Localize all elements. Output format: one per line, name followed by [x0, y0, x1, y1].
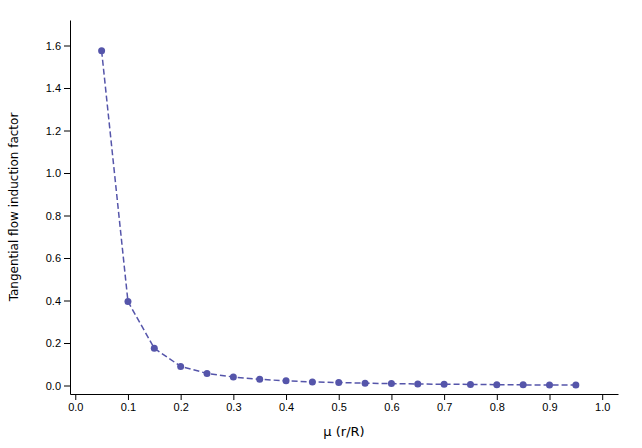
tick-label: 0.6	[384, 401, 399, 413]
tick-mark	[64, 301, 70, 302]
tick-label: 1.2	[46, 125, 61, 137]
point	[441, 381, 448, 388]
tick: 1.0	[595, 394, 610, 413]
tick-mark	[339, 394, 340, 400]
point	[546, 382, 553, 389]
y-axis-title: Tangential flow induction factor	[7, 113, 21, 303]
axis-line	[71, 394, 619, 395]
tick-label: 0.3	[226, 401, 241, 413]
tick-label: 0.5	[332, 401, 347, 413]
y-axis: 0.0 0.2 0.4 0.6 0.8 1.0 1.2 1.4 1.6	[46, 21, 71, 395]
tick-mark	[64, 343, 70, 344]
tick-label: 0.7	[437, 401, 452, 413]
tick-label: 1.4	[46, 82, 61, 94]
tick-mark	[64, 131, 70, 132]
tick-mark	[128, 394, 129, 400]
tick: 0.9	[542, 394, 557, 413]
tick: 0.0	[68, 394, 83, 413]
tick: 0.2	[174, 394, 189, 413]
tick-label: 1.6	[46, 40, 61, 52]
point	[493, 381, 500, 388]
tick: 0.6	[384, 394, 399, 413]
tick-label: 0.2	[174, 401, 189, 413]
point	[177, 363, 184, 370]
point	[520, 381, 527, 388]
chart: 0.00.10.20.30.40.50.60.70.80.91.00.00.20…	[0, 0, 642, 448]
tick: 0.6	[46, 252, 70, 264]
tick: 0.4	[46, 295, 70, 307]
tick-label: 0.0	[68, 401, 83, 413]
tick-label: 0.4	[279, 401, 294, 413]
tick-mark	[64, 88, 70, 89]
tick: 0.5	[332, 394, 347, 413]
point	[309, 378, 316, 385]
axis-line	[70, 21, 71, 395]
tick-mark	[181, 394, 182, 400]
tick: 0.0	[46, 380, 70, 392]
point	[256, 376, 263, 383]
tick-label: 0.0	[46, 380, 61, 392]
tick-mark	[550, 394, 551, 400]
tick: 1.6	[46, 40, 70, 52]
marks	[98, 47, 579, 388]
tick-mark	[64, 258, 70, 259]
point	[204, 370, 211, 377]
tick-mark	[64, 46, 70, 47]
tick: 0.3	[226, 394, 241, 413]
tick-label: 0.6	[46, 252, 61, 264]
tick-label: 0.8	[46, 210, 61, 222]
point	[388, 380, 395, 387]
tick-label: 0.9	[542, 401, 557, 413]
tick: 0.1	[121, 394, 136, 413]
tick-label: 0.1	[121, 401, 136, 413]
x-axis-title: μ (r/R)	[323, 424, 364, 439]
tick-label: 0.4	[46, 295, 61, 307]
tick: 1.4	[46, 82, 70, 94]
tick-label: 1.0	[46, 167, 61, 179]
tick-mark	[64, 173, 70, 174]
tick-mark	[233, 394, 234, 400]
tick-mark	[286, 394, 287, 400]
point	[230, 374, 237, 381]
tick-label: 0.8	[490, 401, 505, 413]
point	[572, 382, 579, 389]
tick-mark	[75, 394, 76, 400]
point	[151, 345, 158, 352]
line	[102, 51, 576, 385]
tick-label: 1.0	[595, 401, 610, 413]
plot: 0.00.10.20.30.40.50.60.70.80.91.00.00.20…	[46, 21, 619, 413]
tick: 0.4	[279, 394, 294, 413]
tick-mark	[64, 386, 70, 387]
point	[414, 381, 421, 388]
point	[335, 379, 342, 386]
point	[283, 377, 290, 384]
tick: 0.2	[46, 337, 70, 349]
tick-mark	[602, 394, 603, 400]
tick: 1.2	[46, 125, 70, 137]
point	[98, 47, 105, 54]
x-axis: 0.0 0.1 0.2 0.3 0.4 0.5 0.6 0.7 0.8 0.9 1.0	[68, 394, 618, 413]
tick-mark	[497, 394, 498, 400]
tick: 0.8	[490, 394, 505, 413]
tick-label: 0.2	[46, 337, 61, 349]
tick: 1.0	[46, 167, 70, 179]
point	[467, 381, 474, 388]
tick-mark	[391, 394, 392, 400]
tick-mark	[64, 216, 70, 217]
tick: 0.7	[437, 394, 452, 413]
point	[362, 380, 369, 387]
tick-mark	[444, 394, 445, 400]
point	[124, 298, 131, 305]
tick: 0.8	[46, 210, 70, 222]
